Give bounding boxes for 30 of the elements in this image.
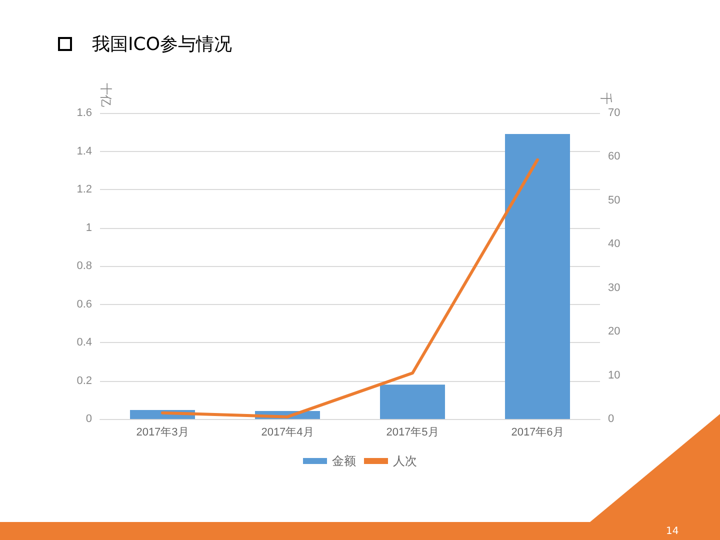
y-axis-title: 十亿 xyxy=(99,83,113,107)
bar xyxy=(505,134,570,419)
y2-tick-label: 10 xyxy=(608,369,620,382)
y2-tick-label: 70 xyxy=(608,107,620,119)
y2-tick-label: 50 xyxy=(608,194,620,206)
legend-label: 人次 xyxy=(393,454,417,468)
y2-tick-label: 30 xyxy=(608,282,620,294)
y2-tick-label: 60 xyxy=(608,150,620,163)
y-tick-label: 1 xyxy=(86,222,92,234)
y2-tick-label: 40 xyxy=(608,238,620,250)
x-tick-label: 2017年6月 xyxy=(511,426,564,438)
line-series xyxy=(161,158,539,418)
y-tick-label: 1.6 xyxy=(76,107,92,119)
y-tick-label: 0.2 xyxy=(76,374,92,387)
y-tick-label: 0 xyxy=(86,413,92,425)
y2-tick-label: 0 xyxy=(608,413,614,425)
y-tick-label: 0.6 xyxy=(76,298,92,310)
y-tick-label: 1.4 xyxy=(76,145,92,158)
text: 14 xyxy=(666,526,679,537)
legend-label: 金额 xyxy=(332,454,356,468)
x-tick-label: 2017年3月 xyxy=(136,426,189,438)
y-tick-label: 0.8 xyxy=(76,260,92,272)
y-tick-label: 0.4 xyxy=(76,336,92,348)
chart-title: 我国ICO参与情况 xyxy=(92,33,232,56)
x-tick-label: 2017年5月 xyxy=(386,426,439,438)
y-tick-label: 1.2 xyxy=(76,184,92,196)
y2-axis-title: 千 xyxy=(599,92,613,105)
bar xyxy=(380,384,445,419)
y2-tick-label: 20 xyxy=(608,326,620,338)
x-tick-label: 2017年4月 xyxy=(261,426,314,438)
